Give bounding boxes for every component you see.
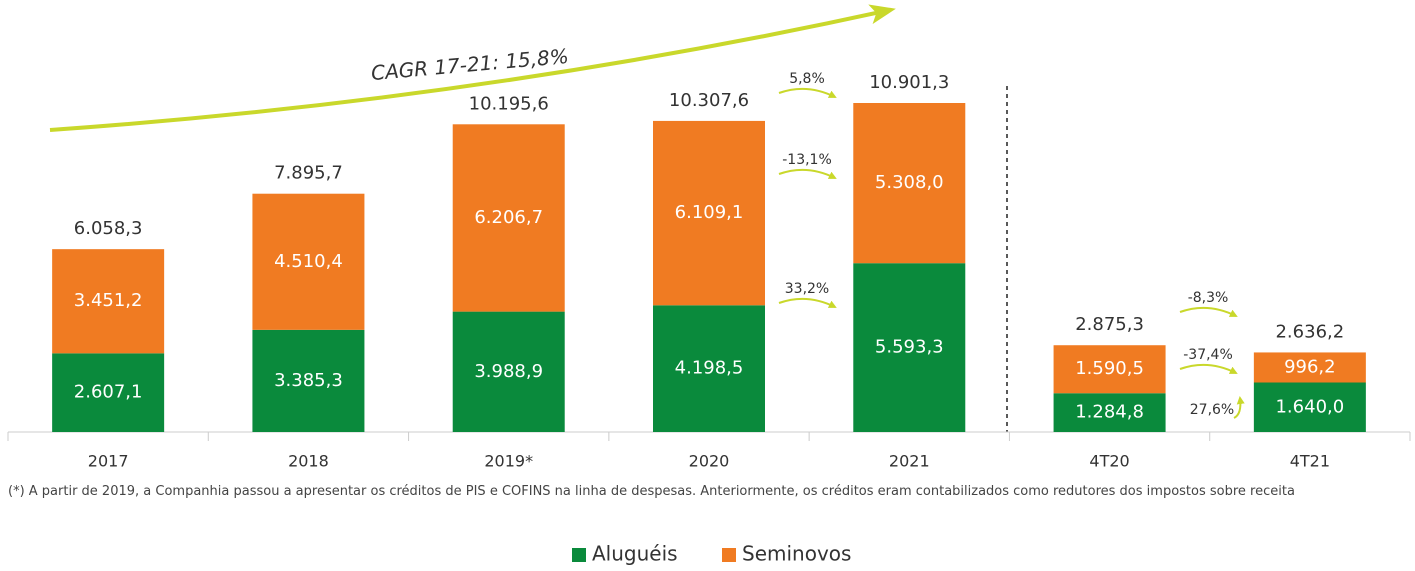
legend-swatch [572, 548, 586, 562]
value-label: 3.988,9 [474, 361, 543, 382]
bar-segment [452, 124, 565, 312]
legend-swatch [722, 548, 736, 562]
x-tick-label: 4T20 [1089, 452, 1129, 471]
value-label: 3.451,2 [74, 290, 143, 311]
x-tick-label: 4T21 [1290, 452, 1330, 471]
growth-label: -13,1% [782, 152, 832, 168]
value-label: 2.607,1 [74, 382, 143, 403]
bar-segment [1053, 393, 1166, 432]
value-label: 3.385,3 [274, 370, 343, 391]
cagr-arrow [49, 4, 896, 132]
total-label: 10.901,3 [869, 72, 949, 93]
bar-segment [653, 120, 765, 306]
growth-label: -8,3% [1188, 290, 1229, 306]
bar-segment [853, 103, 966, 264]
x-tick-label: 2017 [88, 452, 129, 471]
value-label: 996,2 [1284, 356, 1336, 377]
total-label: 7.895,7 [274, 163, 343, 184]
legend-label: Aluguéis [592, 542, 678, 566]
x-tick-label: 2021 [889, 452, 930, 471]
value-label: 4.510,4 [274, 251, 343, 272]
value-label: 1.284,8 [1075, 402, 1144, 423]
bar-segment [52, 249, 165, 354]
value-label: 1.640,0 [1275, 396, 1344, 417]
bar-segment [1253, 352, 1366, 383]
value-label: 4.198,5 [675, 358, 744, 379]
x-tick-label: 2018 [288, 452, 329, 471]
growth-label: 5,8% [789, 71, 825, 87]
legend-label: Seminovos [742, 542, 851, 566]
total-label: 10.195,6 [469, 93, 549, 114]
bar-segment [653, 305, 765, 432]
total-label: 10.307,6 [669, 90, 749, 111]
value-label: 5.593,3 [875, 337, 944, 358]
growth-arrow [1233, 396, 1245, 419]
value-label: 5.308,0 [875, 172, 944, 193]
growth-arrow [778, 87, 837, 98]
bar-segment [252, 329, 365, 432]
footnote: (*) A partir de 2019, a Companhia passou… [8, 484, 1295, 499]
growth-arrow [1179, 363, 1238, 374]
growth-label: 27,6% [1190, 402, 1234, 418]
total-label: 6.058,3 [74, 218, 143, 239]
value-label: 6.206,7 [474, 207, 543, 228]
growth-arrow [1179, 306, 1238, 317]
total-label: 2.636,2 [1275, 321, 1344, 342]
bar-segment [1053, 345, 1166, 394]
total-label: 2.875,3 [1075, 314, 1144, 335]
cagr-label: CAGR 17-21: 15,8% [370, 44, 569, 85]
bar-segment [52, 353, 165, 432]
x-tick-label: 2019* [484, 452, 533, 471]
x-tick-label: 2020 [689, 452, 730, 471]
growth-label: 33,2% [785, 281, 829, 297]
bar-segment [452, 311, 565, 432]
value-label: 6.109,1 [675, 202, 744, 223]
growth-arrow [778, 168, 837, 179]
bar-segment [252, 193, 365, 330]
growth-arrow [778, 297, 837, 308]
bar-segment [1253, 382, 1366, 432]
bar-segment [853, 263, 966, 432]
value-label: 1.590,5 [1075, 358, 1144, 379]
growth-label: -37,4% [1183, 347, 1233, 363]
